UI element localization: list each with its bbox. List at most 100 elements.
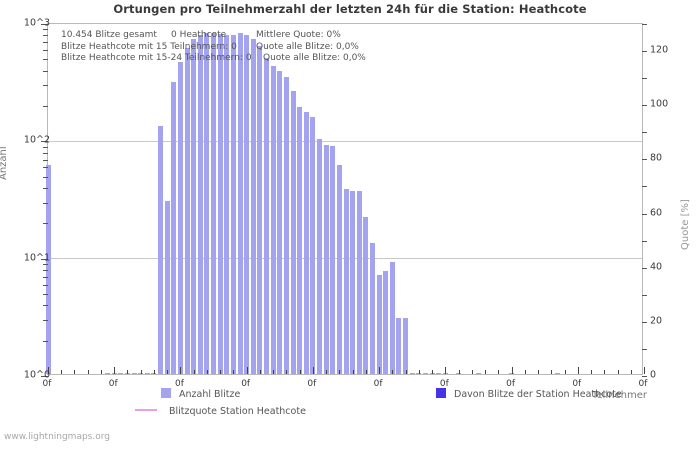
y-axis-right-tick-label: 40 [650,261,663,273]
bar [270,66,276,374]
x-tick [180,367,182,374]
bar [211,33,217,374]
y-tick-left [43,29,48,31]
y-tick-left [43,320,48,322]
x-tick [458,370,460,374]
bar [376,274,382,374]
bar [257,46,263,374]
x-tick [220,370,222,374]
x-tick [100,370,102,374]
bar [144,372,150,374]
bar [475,372,481,374]
legend-item-blitzquote: Blitzquote Station Heathcote [135,406,306,417]
y-tick-left [41,376,48,377]
x-tick [74,370,76,374]
bar [350,191,356,374]
y-tick-left [43,146,48,148]
y-tick-left [43,293,48,295]
x-tick [339,370,341,374]
legend-item-station-blitze: Davon Blitze der Station Heathcote [436,388,622,400]
x-tick [127,370,129,374]
x-tick [511,367,513,374]
annotation-quote-all-2: Quote alle Blitze: 0,0% [263,53,366,63]
x-tick [591,370,593,374]
annotation-line-2: Blitze Heathcote mit 15 Teilnehmern: 0 Qu… [61,42,366,54]
y-tick-right [642,321,647,323]
y-tick-left [43,284,48,286]
y-axis-right-tick-label: 0 [650,369,657,381]
y-tick-right [642,105,647,107]
bar [317,139,322,374]
y-tick-left [43,50,48,52]
bar [403,318,409,374]
x-tick [352,370,354,374]
y-axis-left-tick-label: 10^0 [23,369,50,381]
y-tick-left [43,270,48,272]
x-axis-tick-label: 0f [174,379,184,389]
x-axis-tick-label: 0f [42,379,52,389]
bar [303,112,309,374]
y-tick-left [43,106,48,107]
chart-legend: Anzahl Blitze Davon Blitze der Station H… [0,388,700,428]
y-axis-left-tick-label: 10^1 [23,252,50,264]
bar [356,191,362,374]
y-tick-left [41,24,48,25]
x-tick [538,370,540,374]
y-tick-left [43,85,48,87]
bar [158,125,164,374]
bar [177,61,183,374]
x-tick [140,370,142,374]
bar [323,144,329,374]
bar [369,243,375,374]
y-axis-right-title: Quote [%] [680,199,691,250]
plot-area: 10.454 Blitze gesamt 0 Heathcote Mittlere … [41,23,647,377]
y-tick-left [43,35,48,37]
bar [118,372,124,374]
bar [184,48,190,374]
annotation-total-strokes: 10.454 Blitze gesamt [61,30,157,40]
y-tick-right [642,294,647,296]
annotation-block: 10.454 Blitze gesamt 0 Heathcote Mittlere … [61,30,366,65]
bar [343,188,349,374]
legend-label-station: Davon Blitze der Station Heathcote [454,389,622,400]
x-tick [630,370,632,374]
y-tick-left [43,223,48,225]
bar [171,81,177,374]
x-tick [246,367,248,374]
bar [396,318,402,374]
annotation-strokes-15-24: Blitze Heathcote mit 15-24 Teilnehmern: … [61,53,252,63]
y-tick-right [642,186,647,188]
y-axis-left-tick-label: 10^2 [23,134,50,146]
bar [244,34,250,374]
y-tick-right [642,348,647,350]
x-tick [418,370,420,374]
x-tick [167,370,169,374]
chart-title: Ortungen pro Teilnehmerzahl der letzten … [113,2,587,16]
bar [204,33,210,374]
x-axis-tick-label: 0f [439,379,449,389]
annotation-strokes-15: Blitze Heathcote mit 15 Teilnehmern: 0 [61,41,237,52]
bar [191,38,197,374]
x-tick [471,370,473,374]
annotation-quote-all-1: Quote alle Blitze: 0,0% [256,41,359,52]
y-tick-right [642,267,647,269]
x-axis-tick-label: 0f [241,379,251,389]
x-tick [564,370,566,374]
bar [389,262,395,374]
x-tick [48,367,49,374]
bar [105,372,111,374]
bar [197,34,203,374]
bar [277,71,283,374]
x-tick [604,370,606,374]
x-tick [445,367,447,374]
bar [436,372,442,374]
bar [555,372,561,374]
y-axis-right-tick-label: 60 [650,207,663,219]
legend-label-anzahl: Anzahl Blitze [179,389,241,400]
y-tick-left [43,305,48,307]
y-tick-left [43,176,48,178]
legend-swatch-quote-line-icon [135,409,157,411]
y-tick-left [43,42,48,44]
x-tick [153,370,155,374]
